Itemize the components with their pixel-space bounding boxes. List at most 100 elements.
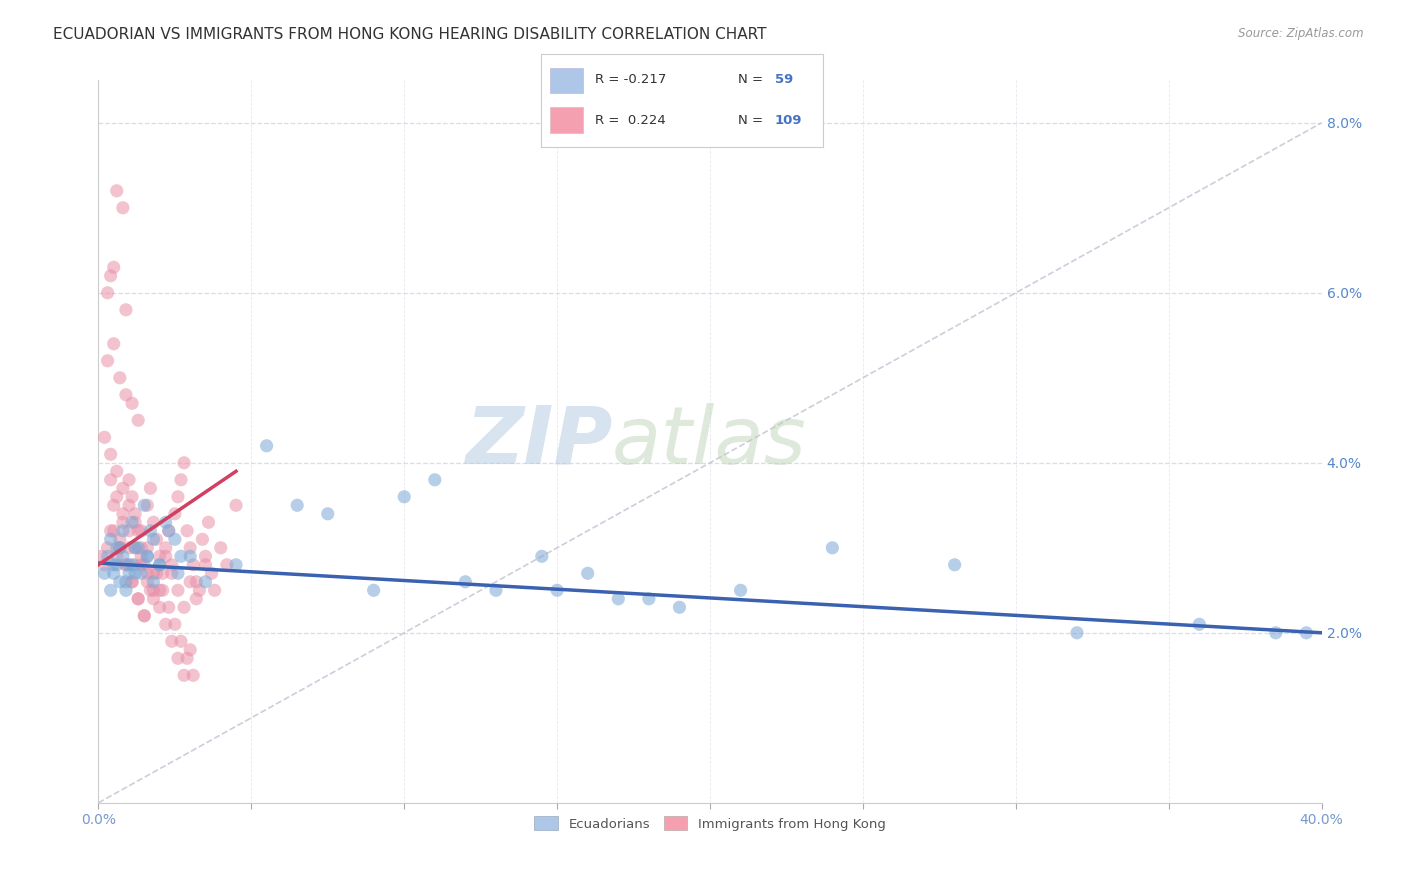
Point [149,558,172,572]
Point [118,558,141,572]
Point [167,566,190,581]
Point [142,516,165,530]
Point [181,668,204,682]
Point [215,558,238,572]
Point [121,490,143,504]
Point [108,541,131,555]
Point [145,533,167,547]
Point [127,591,149,606]
Text: 59: 59 [775,73,793,87]
Point [176,524,198,538]
Point [115,558,138,572]
Point [170,634,193,648]
Point [188,583,211,598]
Point [149,583,172,598]
Point [637,591,661,606]
Point [576,566,599,581]
Point [103,336,125,351]
Point [103,558,125,572]
Point [108,541,131,555]
Point [149,600,172,615]
Point [181,558,204,572]
Point [1066,625,1088,640]
Point [124,516,146,530]
Point [121,396,143,410]
Point [194,549,217,564]
Point [121,558,143,572]
FancyBboxPatch shape [550,68,583,94]
Point [134,498,156,512]
Point [173,456,195,470]
Point [179,642,201,657]
Point [179,541,201,555]
Point [160,634,183,648]
Point [129,541,152,555]
Point [121,574,143,589]
Point [118,498,141,512]
Point [160,566,183,581]
Point [170,473,193,487]
Point [127,541,149,555]
Point [105,558,128,572]
Point [100,268,122,283]
Point [129,524,152,538]
Point [142,533,165,547]
Point [1264,625,1286,640]
Point [142,591,165,606]
Point [152,566,174,581]
Point [124,541,146,555]
Point [97,549,120,564]
Point [111,549,134,564]
Point [200,566,222,581]
Point [730,583,752,598]
Point [1295,625,1317,640]
Point [118,524,141,538]
Point [100,524,122,538]
Point [124,507,146,521]
Point [100,473,122,487]
Point [97,353,120,368]
Point [115,302,138,317]
Point [93,566,115,581]
Point [149,558,172,572]
Point [155,549,177,564]
Point [127,413,149,427]
Point [186,591,208,606]
Point [111,524,134,538]
Point [129,566,152,581]
Point [163,507,186,521]
Point [105,184,128,198]
Point [163,533,186,547]
Point [115,558,138,572]
Point [134,558,156,572]
Point [134,608,156,623]
Text: 109: 109 [775,114,803,127]
Point [111,507,134,521]
Point [111,481,134,495]
Point [530,549,553,564]
Point [136,549,159,564]
Point [194,558,217,572]
Text: ZIP: ZIP [465,402,612,481]
Point [225,558,247,572]
Point [363,583,385,598]
Point [167,490,190,504]
Point [204,583,226,598]
Point [134,608,156,623]
Point [142,566,165,581]
Text: R = -0.217: R = -0.217 [595,73,666,87]
Point [97,541,120,555]
Point [157,524,180,538]
Point [225,498,247,512]
Point [100,447,122,461]
Point [118,566,141,581]
Point [149,549,172,564]
Point [155,516,177,530]
Point [256,439,278,453]
Point [943,558,966,572]
FancyBboxPatch shape [550,107,583,133]
Point [173,600,195,615]
Point [157,600,180,615]
Point [142,583,165,598]
Point [108,541,131,555]
